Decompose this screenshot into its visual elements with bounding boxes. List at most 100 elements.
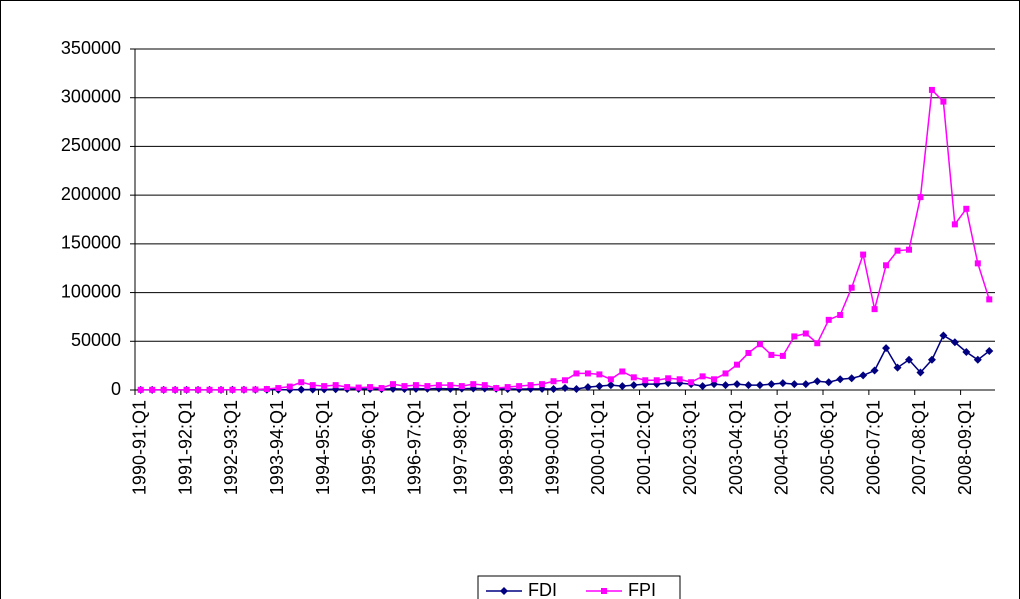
y-tick-label: 350000 — [61, 38, 121, 58]
marker — [252, 386, 259, 393]
x-tick-label: 2005-06:Q1 — [817, 400, 837, 495]
marker — [504, 384, 511, 391]
marker — [883, 262, 890, 269]
marker — [813, 377, 822, 386]
marker — [229, 386, 236, 393]
marker — [916, 368, 925, 377]
marker — [195, 386, 202, 393]
marker — [584, 370, 591, 377]
marker — [744, 381, 753, 390]
marker — [378, 385, 385, 392]
marker — [801, 380, 810, 389]
marker — [573, 370, 580, 377]
marker — [963, 205, 970, 212]
marker — [240, 386, 247, 393]
x-tick-label: 1990-91:Q1 — [129, 400, 149, 495]
x-tick-label: 2004-05:Q1 — [772, 400, 792, 495]
marker — [218, 386, 224, 393]
marker — [974, 260, 981, 267]
marker — [618, 382, 627, 391]
marker — [642, 377, 649, 384]
x-tick-label: 2008-09:Q1 — [955, 400, 975, 495]
marker — [206, 386, 213, 393]
marker — [779, 352, 786, 359]
marker — [665, 375, 672, 382]
x-tick-label: 2006-07:Q1 — [863, 400, 883, 495]
y-tick-label: 0 — [111, 379, 121, 399]
marker — [791, 333, 798, 340]
legend: FDI FPI — [477, 575, 681, 599]
marker — [470, 381, 477, 388]
marker — [458, 383, 465, 390]
marker — [721, 381, 730, 390]
marker — [756, 341, 763, 348]
x-tick-label: 2000-01:Q1 — [588, 400, 608, 495]
marker — [824, 378, 833, 387]
legend-marker — [500, 587, 508, 595]
marker — [859, 371, 868, 380]
marker — [699, 373, 706, 380]
marker — [950, 338, 959, 347]
marker — [767, 380, 776, 389]
legend-label: FPI — [628, 580, 656, 599]
marker — [286, 383, 293, 390]
marker — [688, 379, 695, 386]
x-tick-label: 1992-93:Q1 — [221, 400, 241, 495]
marker — [321, 383, 328, 390]
marker — [778, 379, 787, 388]
marker — [160, 386, 167, 393]
marker — [298, 379, 305, 386]
marker — [927, 355, 936, 364]
marker — [848, 284, 855, 291]
legend-box — [477, 575, 681, 599]
marker — [882, 344, 891, 353]
marker — [847, 374, 856, 383]
marker — [275, 385, 282, 392]
marker — [435, 382, 442, 389]
marker — [401, 383, 408, 390]
marker — [893, 363, 902, 372]
marker — [790, 380, 799, 389]
marker — [149, 386, 156, 393]
marker — [550, 378, 557, 385]
x-tick-label: 2001-02:Q1 — [634, 400, 654, 495]
marker — [595, 382, 604, 391]
y-tick-label: 100000 — [61, 281, 121, 301]
marker — [493, 385, 500, 392]
marker — [860, 251, 867, 258]
marker — [745, 349, 752, 356]
marker — [561, 384, 569, 393]
x-tick-label: 1999-00:Q1 — [542, 400, 562, 495]
marker — [607, 376, 614, 383]
marker — [332, 382, 339, 389]
marker — [606, 381, 615, 390]
marker — [653, 377, 660, 384]
marker — [894, 247, 901, 254]
marker — [355, 384, 362, 391]
x-tick-label: 2007-08:Q1 — [909, 400, 929, 495]
marker — [539, 381, 546, 388]
marker — [917, 194, 924, 201]
marker — [412, 382, 419, 389]
marker — [596, 371, 603, 378]
marker — [755, 381, 764, 390]
marker — [928, 86, 935, 93]
marker — [985, 347, 994, 356]
marker — [562, 377, 568, 384]
marker — [297, 385, 306, 394]
marker — [939, 331, 948, 340]
marker — [733, 380, 741, 389]
marker — [367, 384, 374, 391]
marker — [836, 375, 845, 384]
x-tick-label: 2002-03:Q1 — [680, 400, 700, 495]
marker — [962, 348, 971, 357]
marker — [698, 382, 707, 391]
marker — [906, 246, 912, 253]
y-tick-label: 150000 — [61, 233, 121, 253]
marker — [263, 386, 270, 393]
x-tick-label: 1998-99:Q1 — [496, 400, 516, 495]
marker — [527, 382, 534, 389]
x-tick-label: 1995-96:Q1 — [359, 400, 379, 495]
